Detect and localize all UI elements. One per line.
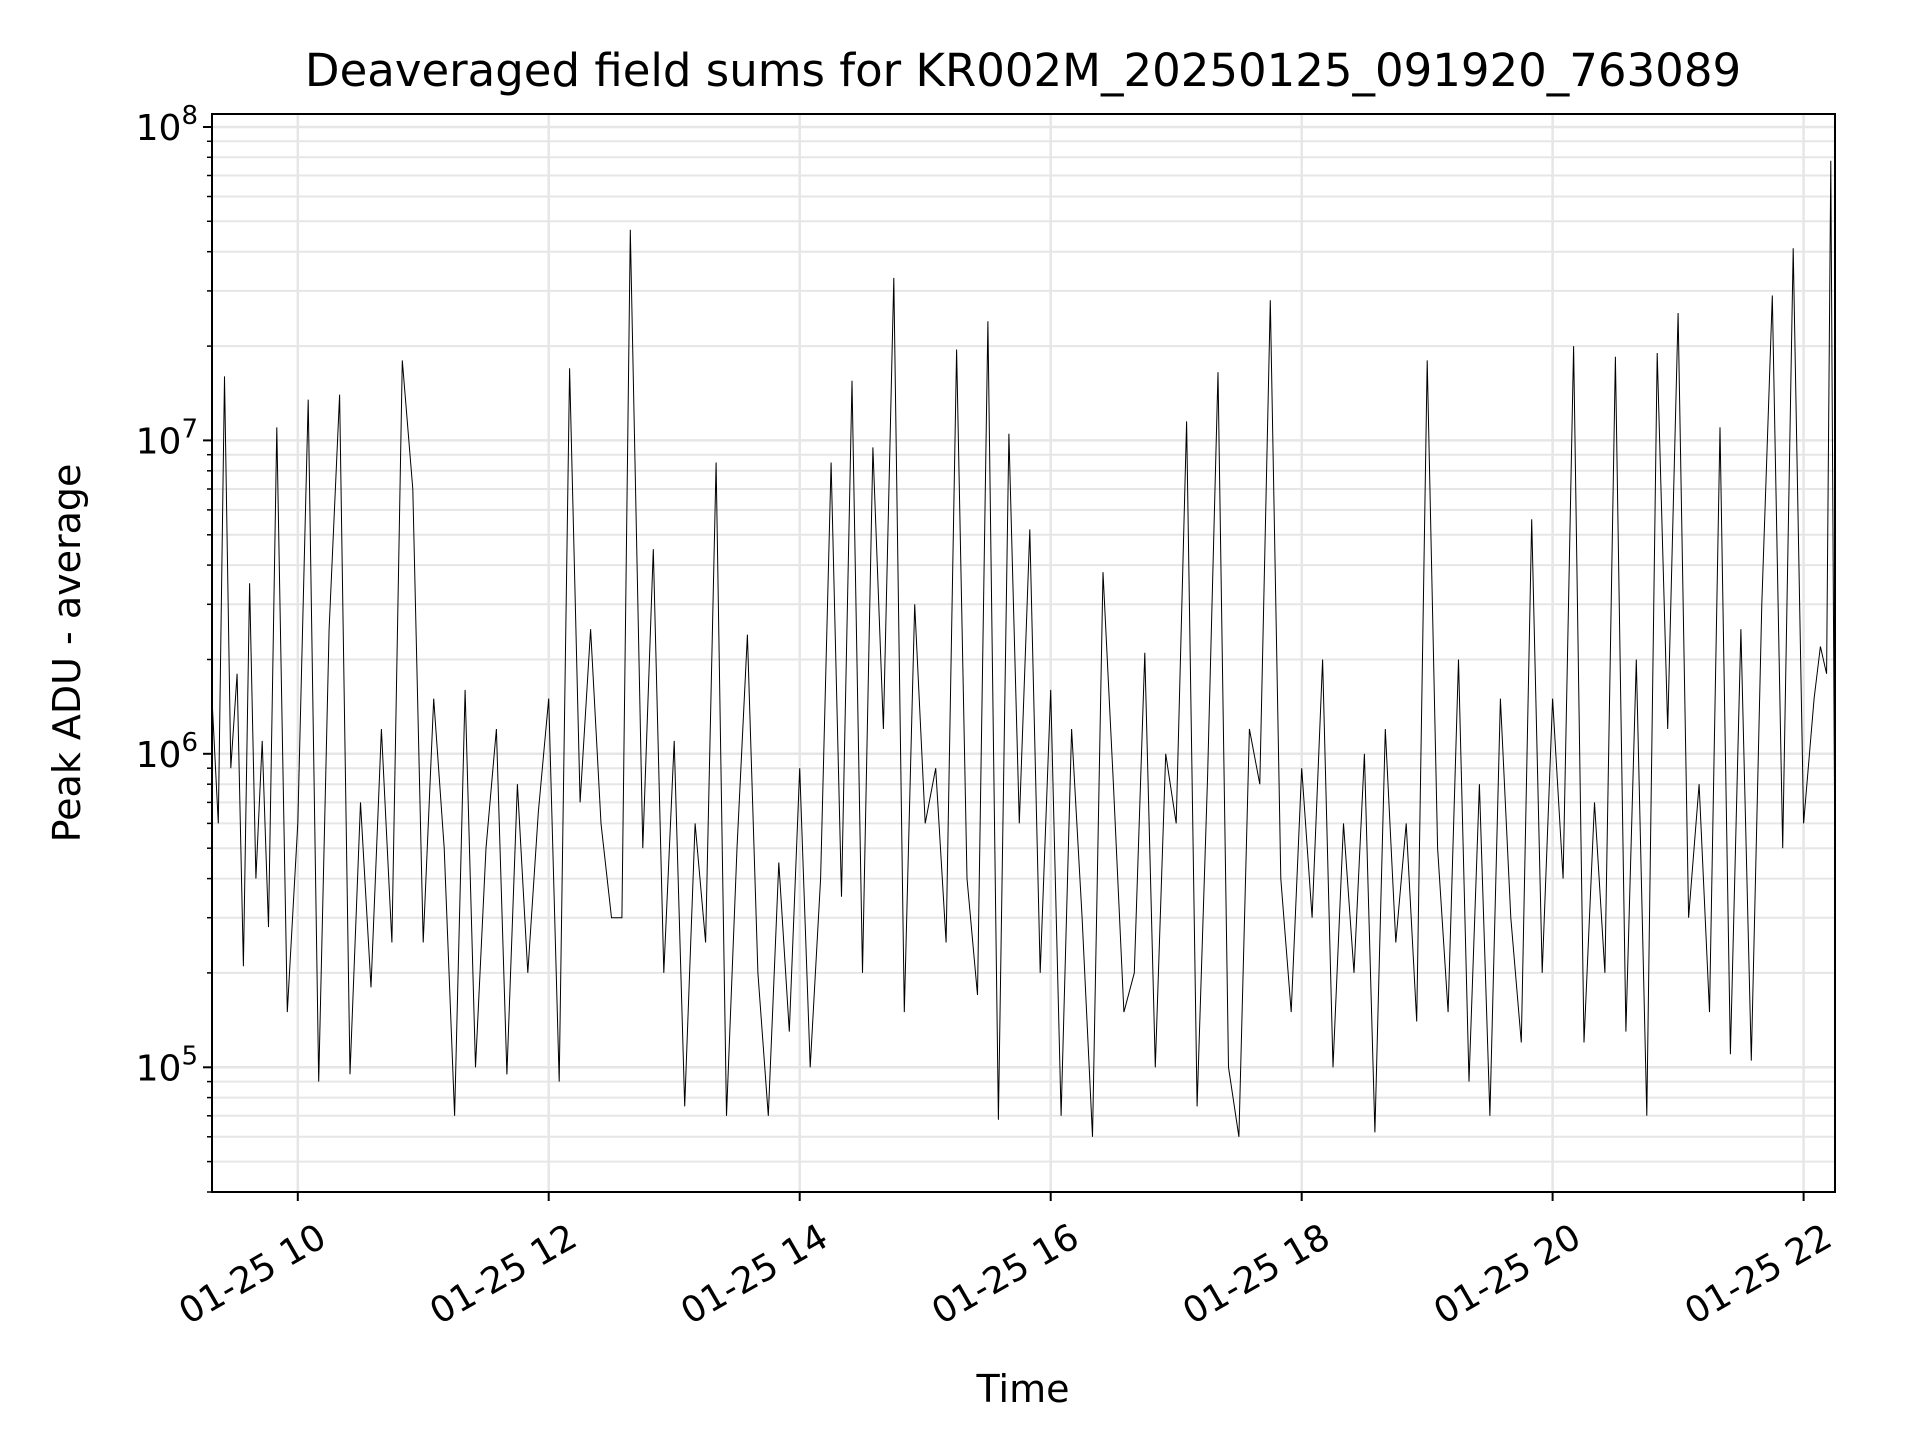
grid-lines	[212, 114, 1835, 1193]
y-tick-label: 106	[136, 728, 198, 776]
plot-area-frame	[211, 113, 1836, 1193]
y-tick-label: 108	[136, 101, 198, 149]
x-axis-label: Time	[976, 1367, 1070, 1411]
y-axis-label: Peak ADU - average	[45, 464, 89, 843]
chart-title: Deaveraged field sums for KR002M_2025012…	[305, 44, 1741, 97]
y-tick-label: 105	[136, 1041, 198, 1089]
series-layer	[211, 160, 1836, 1137]
series-line	[211, 160, 1836, 1137]
y-tick-label: 107	[136, 414, 198, 462]
